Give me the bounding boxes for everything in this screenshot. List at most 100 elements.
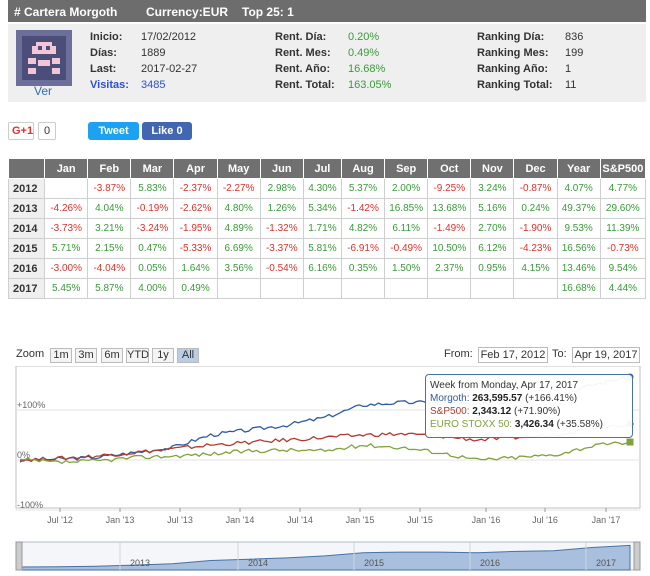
year-cell: 2015 [7,238,46,259]
y-tick-label: 0% [17,450,30,460]
table-body: 2012 -3.87% 5.83% -2.37% -2.27% 2.98% 4.30% 5.3… [7,178,647,299]
return-cell: 5.81% [302,238,342,259]
return-cell: -1.95% [173,218,218,239]
from-date-input[interactable]: Feb 17, 2012 [478,347,548,363]
return-cell: 3.56% [216,258,261,279]
x-tick-label: Jul '16 [532,515,558,525]
x-tick-label: Jan '13 [106,515,135,525]
inicio-value: 17/02/2012 [141,31,197,43]
avatar[interactable] [16,30,72,86]
rent-ano-value: 16.68% [348,63,386,75]
dias-value: 1889 [141,47,166,59]
tooltip-title: Week from Monday, Apr 17, 2017 [430,380,579,391]
return-cell: 4.00% [130,278,175,299]
return-cell [216,278,261,299]
year-cell: 2017 [7,278,46,299]
navigator-label: 2016 [480,558,500,568]
zoom-6m-button[interactable]: 6m [101,348,123,363]
rent-total-label: Rent. Total: [275,79,335,91]
x-tick-label: Jul '14 [287,515,313,525]
column-header [7,158,46,179]
tweet-button[interactable]: Tweet [88,122,139,140]
navigator-handle-right [633,541,641,571]
chart-tooltip: Week from Monday, Apr 17, 2017 Morgoth: … [425,374,633,438]
column-header: Mar [130,158,175,179]
column-header: Aug [340,158,386,179]
table-row: 2015 5.71% 2.15% 0.47% -5.33% 6.69% -3.37% 5.81… [7,238,647,259]
column-header: Dec [513,158,558,179]
rank-mes-label: Ranking Mes: [477,47,549,59]
gplus-button[interactable]: G+1 [8,122,34,140]
return-cell: 13.68% [427,198,472,219]
zoom-3m-button[interactable]: 3m [75,348,97,363]
return-cell: 4.30% [302,178,342,199]
x-tick-label: Jul '13 [167,515,193,525]
table-row: 2016 -3.00% -4.04% 0.05% 1.64% 3.56% -0.54% 6.1… [7,258,647,279]
portfolio-header: # Cartera Morgoth Currency:EUR Top 25: 1 [8,0,646,22]
return-cell: 2.37% [427,258,472,279]
zoom-1m-button[interactable]: 1m [50,348,72,363]
return-cell: 4.89% [216,218,261,239]
return-cell: 1.50% [384,258,429,279]
facebook-like-button[interactable]: Like 0 [142,122,192,140]
return-cell [340,278,386,299]
series-end-marker [626,438,634,446]
column-header: Oct [427,158,472,179]
return-cell: -3.00% [44,258,89,279]
return-cell: -5.33% [173,238,218,259]
return-cell: 0.49% [173,278,218,299]
return-cell: 13.46% [556,258,601,279]
return-cell: 4.77% [599,178,647,199]
x-tick-label: Jan '14 [226,515,255,525]
return-cell: -2.37% [173,178,218,199]
return-cell: 6.16% [302,258,342,279]
to-label: To: [552,348,567,360]
return-cell: 2.00% [384,178,429,199]
return-cell: 5.87% [87,278,132,299]
rent-total-value: 163.05% [348,79,392,91]
return-cell: 1.64% [173,258,218,279]
dias-label: Días: [90,47,117,59]
return-cell: -9.25% [427,178,472,199]
to-date-input[interactable]: Apr 19, 2017 [572,347,640,363]
navigator-label: 2015 [364,558,384,568]
zoom-1y-button[interactable]: 1y [152,348,174,363]
rent-mes-value: 0.49% [348,47,380,59]
return-cell: -0.49% [384,238,429,259]
x-tick-label: Jul '12 [47,515,73,525]
ver-link[interactable]: Ver [34,84,53,98]
tooltip-row-morgoth: Morgoth: 263,595.57 (+166.41%) [430,393,578,404]
return-cell: 3.21% [87,218,132,239]
column-header: Feb [87,158,132,179]
column-header: Apr [173,158,218,179]
navigator-label: 2017 [596,558,616,568]
gplus-count: 0 [38,122,56,140]
zoom-ytd-button[interactable]: YTD [126,348,149,363]
return-cell: -0.87% [513,178,558,199]
return-cell: 0.47% [130,238,175,259]
return-cell: 6.12% [470,238,515,259]
column-header: Jun [259,158,304,179]
rank-dia-value: 836 [565,31,584,43]
return-cell [427,278,472,299]
rent-dia-label: Rent. Día: [275,31,327,43]
currency-label: Currency:EUR [146,5,229,19]
return-cell [302,278,342,299]
return-cell: -0.19% [130,198,175,219]
return-cell: 9.53% [556,218,601,239]
rank-ano-label: Ranking Año: [477,63,549,75]
return-cell [384,278,429,299]
return-cell: 0.05% [130,258,175,279]
return-cell: -3.87% [87,178,132,199]
return-cell: 5.16% [470,198,515,219]
skull-icon [16,30,72,86]
return-cell: 4.80% [216,198,261,219]
column-header: S&P500 [599,158,647,179]
navigator-label: 2014 [248,558,268,568]
return-cell: -1.32% [259,218,304,239]
return-cell: 10.50% [427,238,472,259]
return-cell: 5.83% [130,178,175,199]
return-cell: 16.56% [556,238,601,259]
zoom-all-button[interactable]: All [177,348,199,363]
return-cell: 4.07% [556,178,601,199]
